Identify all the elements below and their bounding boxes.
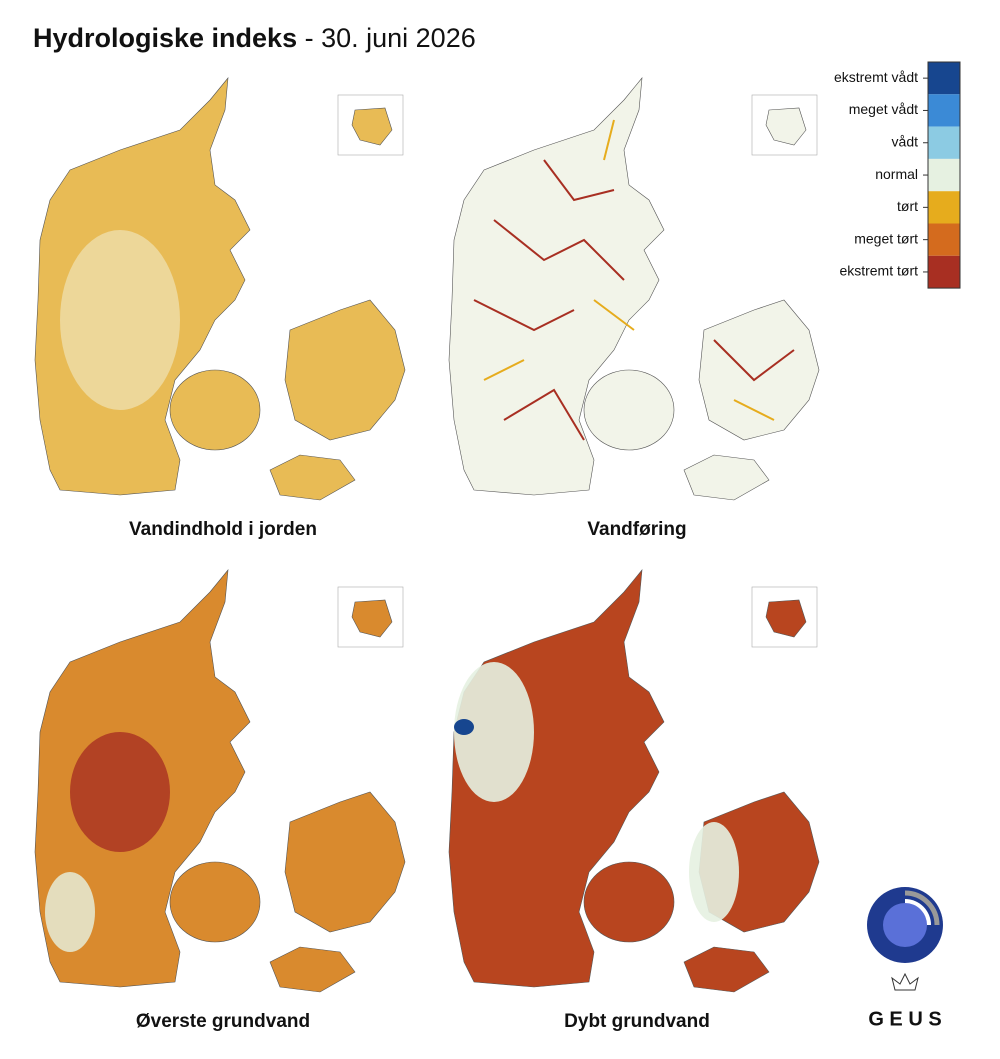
logo-crown — [891, 972, 919, 991]
legend-swatch — [928, 62, 960, 95]
legend-label: normal — [875, 166, 918, 182]
logo-arc — [904, 890, 940, 926]
map-caption: Dybt grundvand — [564, 1011, 710, 1032]
legend-frame — [927, 61, 961, 289]
legend-swatch — [928, 158, 960, 192]
legend-label: meget tørt — [854, 230, 918, 246]
map-upper-groundwater: Øverste grundvand — [34, 569, 406, 1032]
map-caption: Øverste grundvand — [136, 1011, 310, 1032]
map-caption: Vandføring — [587, 519, 686, 540]
legend-label: vådt — [892, 133, 919, 149]
map-discharge: Vandføring — [448, 77, 820, 540]
title-date: - 30. juni 2026 — [305, 23, 476, 53]
logo: G E U S — [867, 887, 943, 1030]
legend-swatch — [928, 223, 960, 256]
legend-swatch — [928, 191, 960, 224]
map-deep-groundwater: Dybt grundvand — [448, 569, 820, 1032]
legend-swatch — [928, 94, 960, 127]
legend-label: meget vådt — [849, 101, 918, 117]
legend-label: tørt — [897, 198, 918, 214]
legend-label: ekstremt vådt — [834, 69, 918, 85]
logo-inner — [883, 903, 927, 947]
legend: ekstremt vådt meget vådt vådt normal tørt meg… — [834, 61, 961, 289]
logo-text: G E U S — [868, 1008, 941, 1030]
map-soil: Vandindhold i jorden — [34, 77, 406, 540]
legend-swatch — [928, 126, 960, 159]
map-caption: Vandindhold i jorden — [129, 519, 317, 540]
title-main: Hydrologiske indeks — [33, 23, 297, 53]
legend-swatch — [928, 255, 960, 289]
legend-label: ekstremt tørt — [839, 263, 918, 279]
title: Hydrologiske indeks - 30. juni 2026 — [33, 23, 476, 53]
